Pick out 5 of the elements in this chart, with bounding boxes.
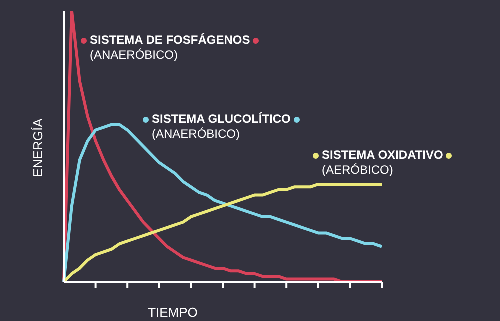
x-axis-title: TIEMPO (148, 305, 198, 320)
legend-label: SISTEMA DE FOSFÁGENOS (ANAERÓBICO) (89, 33, 252, 63)
legend-label: SISTEMA OXIDATIVO (AERÓBICO) (321, 148, 444, 178)
legend-label: SISTEMA GLUCOLÍTICO (ANAERÓBICO) (151, 112, 292, 142)
y-axis-title: ENERGÍA (30, 118, 46, 178)
